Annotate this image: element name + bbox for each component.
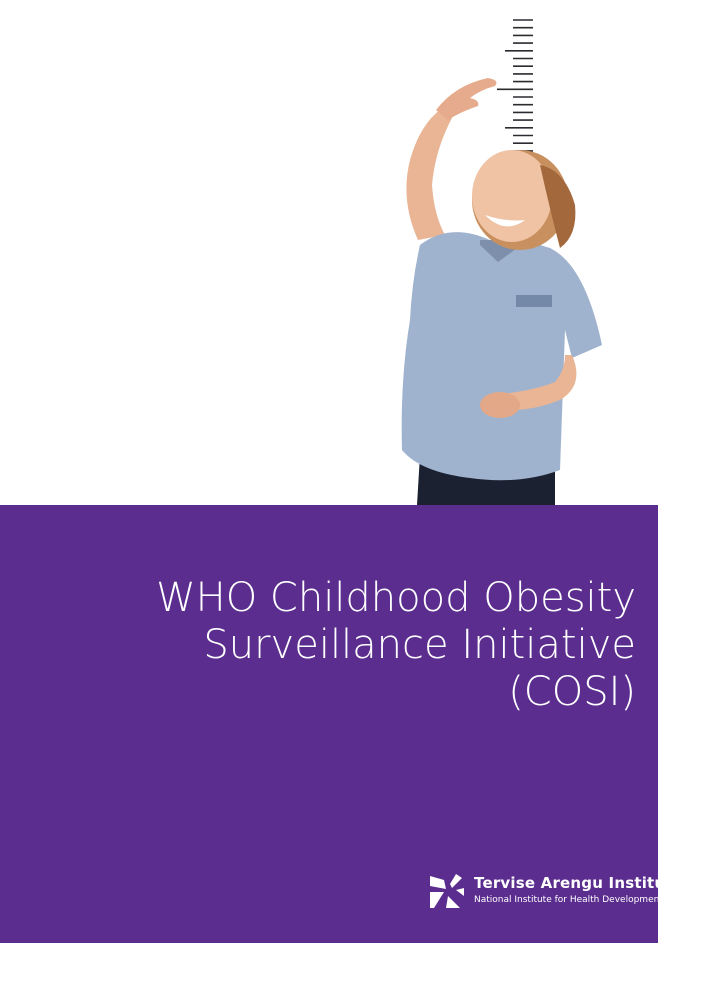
institute-subtitle: National Institute for Health Developmen…	[474, 895, 663, 905]
child-height-photo	[401, 19, 602, 505]
institute-logo: Tervise Arengu Instituut National Instit…	[430, 872, 683, 912]
tai-star-logo-icon	[430, 874, 464, 908]
document-title: WHO Childhood Obesity Surveillance Initi…	[156, 575, 636, 716]
title-line: Surveillance Initiative	[203, 622, 636, 668]
cover-panel: WHO Childhood Obesity Surveillance Initi…	[0, 505, 683, 943]
title-line: (COSI)	[508, 669, 636, 715]
title-line: WHO Childhood Obesity	[156, 575, 636, 621]
height-ruler-icon	[497, 19, 533, 152]
institute-name: Tervise Arengu Instituut	[474, 874, 684, 892]
